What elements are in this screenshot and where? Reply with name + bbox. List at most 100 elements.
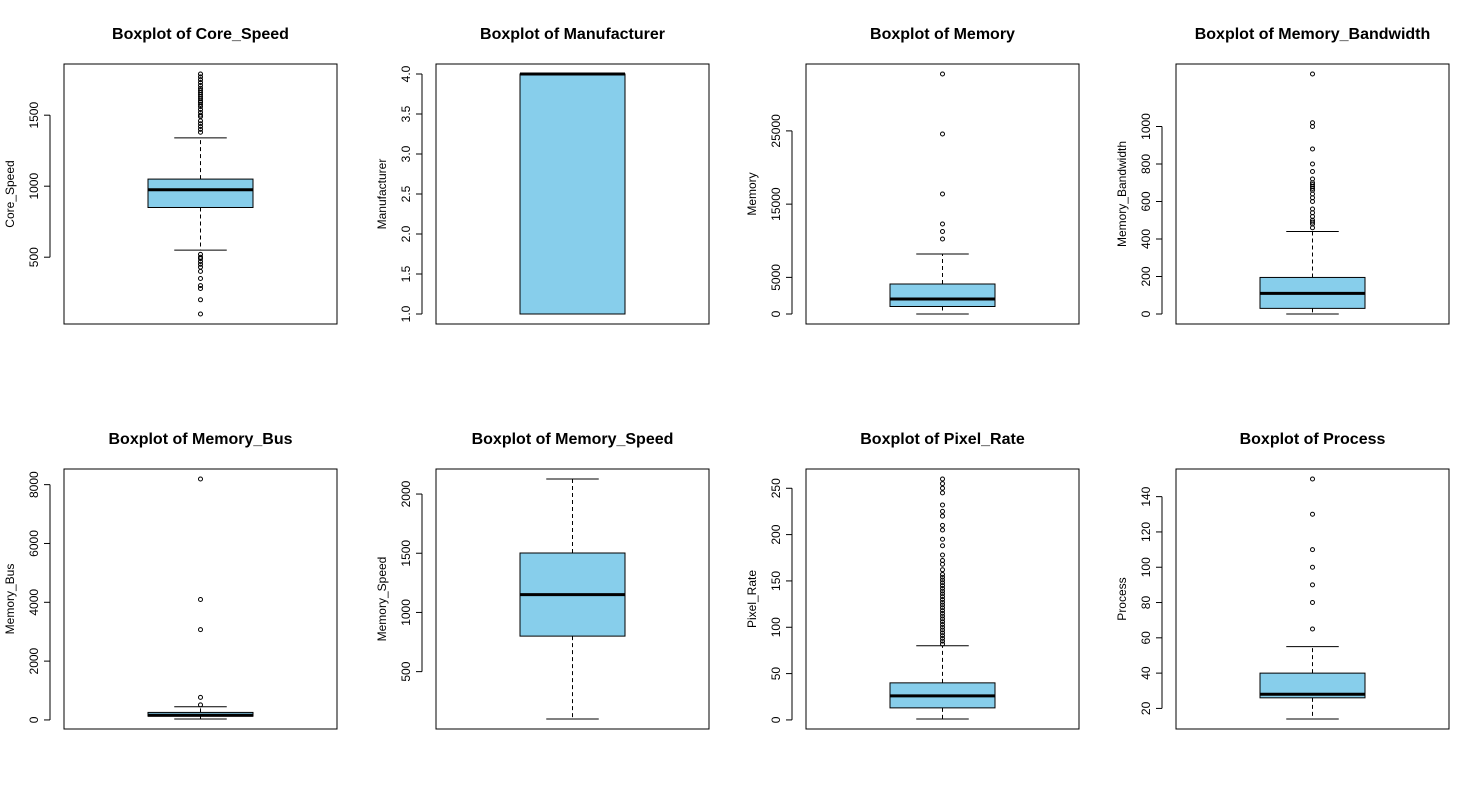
outlier-point (198, 121, 203, 127)
boxplot-panel: Boxplot of Memory_Bus Memory_Bus 0 2000 4000… (3, 431, 338, 730)
outlier-point (940, 574, 945, 580)
panel-title: Boxplot of Memory (870, 26, 1015, 43)
outlier-point (198, 71, 203, 77)
outlier-point (1310, 582, 1315, 588)
y-tick-label: 50 (769, 667, 783, 681)
outlier-point (940, 567, 945, 573)
y-tick-label: 120 (1139, 522, 1153, 542)
y-axis-label: Pixel_Rate (745, 570, 759, 628)
outlier-point (198, 82, 203, 88)
outlier-point (940, 588, 945, 594)
outlier-point (940, 585, 945, 591)
y-tick-label: 1.5 (399, 265, 413, 282)
outlier-point (198, 297, 203, 303)
y-tick-label: 0 (769, 716, 783, 723)
outlier-point (940, 490, 945, 496)
outlier-point (198, 476, 203, 482)
boxplot-panel: Boxplot of Pixel_Rate Pixel_Rate 0 50 100 150… (745, 431, 1080, 730)
y-tick-label: 4.0 (399, 65, 413, 82)
outlier-point (940, 608, 945, 614)
y-axis-label: Memory_Bandwidth (1115, 141, 1129, 247)
outlier-point (940, 599, 945, 605)
y-tick-label: 25000 (769, 114, 783, 148)
outlier-point (940, 616, 945, 622)
y-tick-label: 1.0 (399, 305, 413, 322)
outlier-point (940, 613, 945, 619)
y-tick-label: 2000 (27, 647, 41, 674)
outlier-point (198, 251, 203, 257)
panel-title: Boxplot of Manufacturer (480, 26, 665, 43)
outlier-point (198, 311, 203, 317)
outlier-point (940, 583, 945, 589)
outlier-point (1310, 511, 1315, 517)
outlier-point (198, 112, 203, 118)
outlier-point (940, 543, 945, 549)
outlier-point (1310, 206, 1315, 212)
outlier-point (940, 236, 945, 242)
outlier-point (198, 627, 203, 633)
y-tick-label: 20 (1139, 701, 1153, 715)
box-iqr (519, 73, 626, 315)
y-tick-label: 4000 (27, 589, 41, 616)
outlier-point (198, 285, 203, 291)
outlier-point (1310, 219, 1315, 225)
outlier-point (198, 264, 203, 270)
y-tick-label: 80 (1139, 596, 1153, 610)
outlier-point (1310, 71, 1315, 77)
y-tick-label: 1500 (27, 102, 41, 129)
y-tick-label: 100 (769, 617, 783, 637)
outlier-point (198, 596, 203, 602)
panel-title: Boxplot of Memory_Bus (108, 431, 292, 448)
panel-title: Boxplot of Core_Speed (112, 26, 289, 43)
boxplot-panel: Boxplot of Memory Memory 0 5000 15000 25000 (745, 26, 1080, 325)
outlier-point (198, 85, 203, 91)
outlier-point (198, 77, 203, 83)
y-axis-label: Manufacturer (375, 159, 389, 230)
outlier-point (198, 80, 203, 86)
outlier-point (198, 254, 203, 260)
boxplot-panel: Boxplot of Memory_Bandwidth Memory_Bandwi… (1115, 26, 1450, 325)
outlier-point (1310, 120, 1315, 126)
y-tick-label: 1000 (399, 599, 413, 626)
y-axis-label: Memory (745, 172, 759, 215)
outlier-point (1310, 547, 1315, 553)
outlier-point (940, 552, 945, 558)
plot-frame (63, 468, 338, 730)
outlier-point (1310, 476, 1315, 482)
y-tick-label: 5000 (769, 264, 783, 291)
outlier-point (1310, 564, 1315, 570)
outlier-point (940, 577, 945, 583)
outlier-point (940, 508, 945, 514)
outlier-point (1310, 146, 1315, 152)
y-tick-label: 600 (1139, 191, 1153, 211)
y-tick-label: 150 (769, 571, 783, 591)
outlier-point (198, 694, 203, 700)
outlier-point (198, 702, 203, 708)
outlier-point (940, 633, 945, 639)
outlier-point (940, 635, 945, 641)
outlier-point (1310, 600, 1315, 606)
outlier-point (940, 624, 945, 630)
outlier-point (1310, 169, 1315, 174)
outlier-point (940, 596, 945, 602)
outlier-point (940, 131, 945, 137)
outlier-point (940, 481, 945, 487)
y-tick-label: 0 (1139, 310, 1153, 317)
outlier-point (198, 118, 203, 124)
outlier-point (940, 221, 945, 227)
y-tick-label: 500 (27, 247, 41, 267)
outlier-point (940, 641, 945, 647)
y-tick-label: 2000 (399, 480, 413, 507)
y-axis-label: Memory_Bus (3, 564, 17, 635)
outlier-point (940, 580, 945, 586)
outlier-point (198, 283, 203, 289)
outlier-point (198, 109, 203, 115)
outlier-point (940, 485, 945, 491)
outlier-point (198, 129, 203, 135)
y-tick-label: 3.5 (399, 105, 413, 122)
boxplot-panel: Boxplot of Core_Speed Core_Speed 500 1000 15… (3, 26, 338, 325)
panel-title: Boxplot of Memory_Speed (472, 431, 674, 448)
y-axis-label: Process (1115, 577, 1129, 620)
y-tick-label: 0 (769, 310, 783, 317)
